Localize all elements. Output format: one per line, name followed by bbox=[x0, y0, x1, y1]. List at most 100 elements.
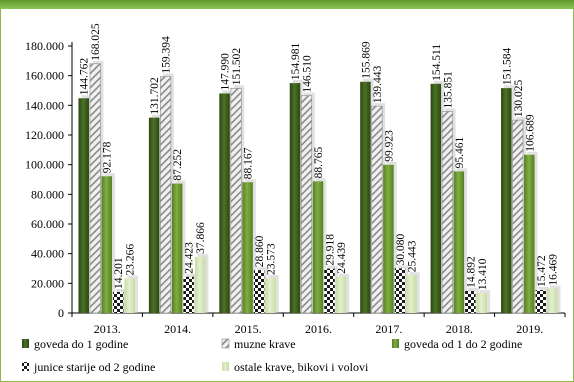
bar-value-label: 154.511 bbox=[431, 44, 443, 81]
bar-value-label: 28.860 bbox=[254, 235, 266, 267]
x-tick-label: 2013. bbox=[94, 322, 121, 336]
bar-value-label: 131.702 bbox=[149, 77, 161, 115]
bar bbox=[535, 290, 547, 313]
bar-value-label: 87.252 bbox=[172, 149, 184, 181]
legend-label: goveda od 1 do 2 godine bbox=[404, 337, 522, 351]
y-tick-label: 140.000 bbox=[25, 98, 64, 112]
x-tick-label: 2016. bbox=[305, 322, 332, 336]
bar bbox=[453, 171, 465, 313]
x-tick-label: 2019. bbox=[516, 322, 543, 336]
bar bbox=[148, 117, 160, 314]
y-tick-label: 100.000 bbox=[25, 158, 64, 172]
bar-value-label: 154.981 bbox=[290, 42, 302, 80]
bar bbox=[112, 291, 124, 313]
top-accent-bar bbox=[0, 0, 574, 9]
bar bbox=[171, 183, 183, 313]
bar-value-label: 147.990 bbox=[220, 53, 232, 91]
bar bbox=[124, 278, 135, 313]
bar bbox=[289, 83, 301, 314]
bar bbox=[300, 95, 313, 314]
bar bbox=[219, 93, 230, 313]
bar-value-label: 23.266 bbox=[125, 244, 137, 276]
bar bbox=[194, 256, 206, 313]
bar-value-label: 13.410 bbox=[477, 258, 489, 290]
bar-value-label: 25.443 bbox=[406, 240, 418, 272]
bar-value-label: 130.025 bbox=[513, 80, 525, 118]
bar-value-label: 15.472 bbox=[536, 255, 548, 287]
x-tick-label: 2017. bbox=[375, 322, 402, 336]
bar-value-label: 135.851 bbox=[442, 71, 454, 109]
bar bbox=[524, 154, 535, 313]
bar bbox=[512, 119, 524, 314]
bar-value-label: 14.892 bbox=[465, 256, 477, 288]
bar bbox=[441, 111, 453, 314]
chart-axes: 0 20.000 40.000 60.000 80.000 100.000 120.000 1… bbox=[25, 39, 566, 336]
y-tick-label: 0 bbox=[58, 306, 64, 320]
legend-label: ostale krave, bikovi i volovi bbox=[234, 360, 369, 374]
legend-swatch bbox=[22, 362, 29, 371]
legend-swatch bbox=[22, 339, 29, 348]
chart-bars bbox=[78, 60, 561, 314]
bar bbox=[383, 164, 394, 313]
y-tick-label: 60.000 bbox=[31, 217, 64, 231]
y-tick-label: 80.000 bbox=[31, 187, 64, 201]
bar bbox=[312, 181, 324, 313]
legend-swatch bbox=[222, 362, 229, 371]
bar-value-label: 14.201 bbox=[113, 257, 125, 289]
chart-legend: goveda do 1 godine muzne krave goveda od 1… bbox=[22, 337, 522, 374]
bar bbox=[89, 63, 101, 314]
bar-value-label: 99.923 bbox=[383, 130, 395, 162]
legend-swatch bbox=[221, 338, 230, 349]
bar-value-label: 168.025 bbox=[90, 23, 102, 61]
bar-value-label: 24.439 bbox=[336, 242, 348, 274]
bar-value-label: 37.866 bbox=[195, 222, 207, 254]
y-tick-label: 20.000 bbox=[31, 276, 64, 290]
bar bbox=[476, 293, 488, 313]
bar-value-label: 159.394 bbox=[161, 36, 173, 74]
bar-value-label: 155.869 bbox=[360, 41, 372, 79]
bar bbox=[183, 276, 194, 313]
y-tick-label: 40.000 bbox=[31, 247, 64, 261]
bar bbox=[230, 87, 242, 314]
bar bbox=[253, 270, 265, 313]
bar bbox=[242, 182, 253, 313]
bar-value-label: 29.918 bbox=[325, 234, 337, 266]
bar-value-label: 151.584 bbox=[501, 48, 513, 86]
bar-value-label: 151.502 bbox=[231, 48, 243, 86]
bar bbox=[394, 268, 406, 313]
bar-value-label: 144.762 bbox=[79, 58, 91, 96]
bar bbox=[324, 268, 335, 313]
bar-value-label: 23.573 bbox=[266, 243, 278, 275]
legend-swatch bbox=[392, 339, 399, 348]
bar bbox=[371, 105, 383, 314]
bar bbox=[465, 290, 476, 313]
bar bbox=[547, 288, 558, 313]
bar bbox=[78, 98, 89, 313]
bar-value-label: 24.423 bbox=[184, 242, 196, 274]
legend-label: junice starije od 2 godine bbox=[33, 360, 155, 374]
bar bbox=[430, 83, 442, 313]
x-tick-label: 2014. bbox=[164, 322, 191, 336]
legend-label: muzne krave bbox=[234, 337, 296, 351]
bar bbox=[360, 81, 371, 314]
bar-value-label: 88.765 bbox=[313, 146, 325, 178]
bar bbox=[335, 276, 347, 313]
bar-value-label: 30.080 bbox=[395, 234, 407, 266]
bar-value-label: 16.469 bbox=[547, 254, 559, 286]
bar bbox=[160, 76, 172, 314]
legend-label: goveda do 1 godine bbox=[34, 337, 128, 351]
bar bbox=[101, 176, 112, 313]
bar bbox=[501, 88, 512, 314]
bar bbox=[265, 278, 276, 313]
x-tick-label: 2018. bbox=[446, 322, 473, 336]
x-tick-label: 2015. bbox=[235, 322, 262, 336]
bar bbox=[406, 275, 417, 313]
bar-value-label: 88.167 bbox=[243, 147, 255, 179]
y-tick-label: 180.000 bbox=[25, 39, 64, 53]
bar-value-label: 146.510 bbox=[302, 55, 314, 93]
y-tick-label: 160.000 bbox=[25, 69, 64, 83]
bar-value-label: 139.443 bbox=[372, 66, 384, 104]
bar-value-label: 106.689 bbox=[524, 114, 536, 152]
